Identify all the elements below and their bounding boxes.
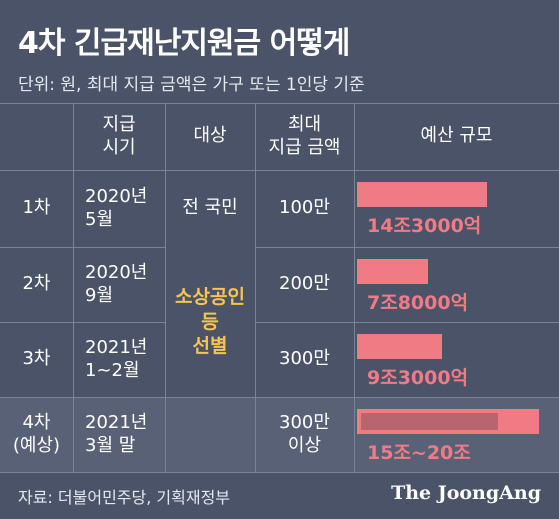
header-max-amount: 최대 지급 금액 xyxy=(268,114,341,158)
row-label-3: 3차 xyxy=(22,348,51,370)
row-timing-2: 2020년 9월 xyxy=(85,262,148,306)
budget-bar-1 xyxy=(357,182,488,207)
budget-label-3: 9조3000억 xyxy=(367,367,469,389)
budget-bar-4-min xyxy=(361,413,498,430)
header-budget: 예산 규모 xyxy=(420,125,493,147)
row-timing-1: 2020년 5월 xyxy=(85,186,148,230)
selective-target: 소상공인 등 선별 xyxy=(175,285,245,358)
budget-bar-3 xyxy=(357,334,442,359)
row-amount-2: 200만 xyxy=(279,273,330,295)
budget-label-2: 7조8000억 xyxy=(367,292,469,314)
header-target: 대상 xyxy=(193,125,227,147)
budget-label-1: 14조3000억 xyxy=(367,215,482,237)
row-label-4: 4차 (예상) xyxy=(12,412,61,456)
row-timing-4: 2021년 3월 말 xyxy=(85,412,148,456)
page-title: 4차 긴급재난지원금 어떻게 xyxy=(18,26,350,61)
source-note: 자료: 더불어민주당, 기획재정부 xyxy=(18,488,231,507)
row-label-1: 1차 xyxy=(22,197,51,219)
header-timing: 지급 시기 xyxy=(102,114,136,158)
row-target-1: 전 국민 xyxy=(182,197,238,219)
unit-note: 단위: 원, 최대 지급 금액은 가구 또는 1인당 기준 xyxy=(18,75,365,95)
budget-label-4: 15조~20조 xyxy=(367,442,471,464)
row-timing-3: 2021년 1~2월 xyxy=(85,337,148,381)
row-amount-1: 100만 xyxy=(279,197,330,219)
budget-bar-2 xyxy=(357,259,428,284)
row-amount-4: 300만 이상 xyxy=(279,412,330,456)
publisher-logo: The JoongAng xyxy=(391,482,541,504)
row-amount-3: 300만 xyxy=(279,348,330,370)
row-label-2: 2차 xyxy=(22,273,51,295)
